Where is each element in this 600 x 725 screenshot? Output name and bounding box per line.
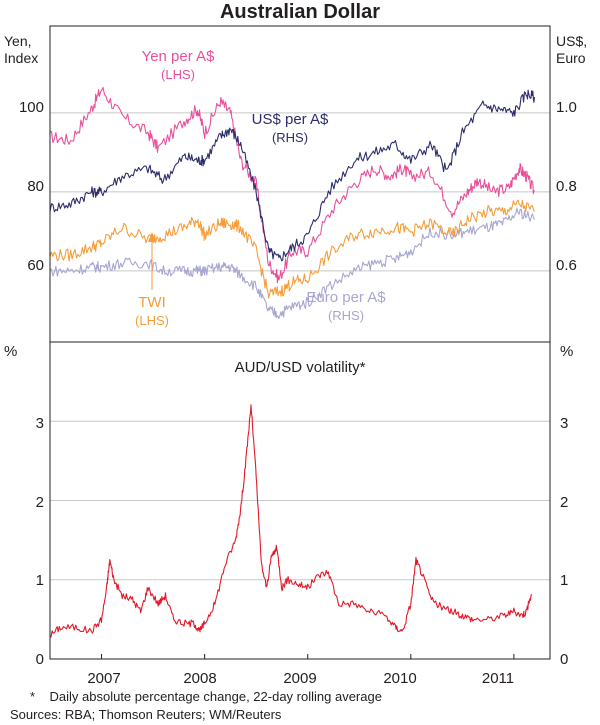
footnote: * Daily absolute percentage change, 22-d… — [30, 689, 382, 704]
yen-series-axis-note: (LHS) — [161, 67, 195, 82]
left-axis-label-line1: Yen, — [4, 33, 32, 49]
x-tick-labels: 2007 2008 2009 2010 2011 — [87, 670, 514, 687]
twi-line — [49, 199, 536, 299]
bottom-panel-series — [49, 404, 532, 638]
tick-label-yen-80: 80 — [27, 178, 44, 195]
bottom-panel-gridlines — [50, 420, 550, 659]
tick-label-vol-0: 0 — [36, 651, 44, 668]
tick-label-vol-1: 1 — [36, 572, 44, 589]
right-axis-label-line1: US$, — [556, 33, 587, 49]
tick-label-vol-right-3: 3 — [560, 415, 568, 432]
tick-label-yen-100: 100 — [19, 99, 44, 116]
tick-label-vol-right-1: 1 — [560, 572, 568, 589]
euro-series-axis-note: (RHS) — [328, 308, 364, 323]
top-panel-series — [49, 86, 536, 320]
right-axis-label-line2: Euro — [556, 50, 586, 66]
tick-label-vol-3: 3 — [36, 415, 44, 432]
x-tick-2009: 2009 — [283, 670, 316, 687]
bottom-left-tick-labels: 0 1 2 3 — [36, 415, 44, 668]
x-tick-2007: 2007 — [87, 670, 120, 687]
us-per-a--line — [49, 89, 536, 262]
left-axis-label-line2: Index — [4, 50, 38, 66]
bottom-right-tick-labels: 0 1 2 3 — [560, 415, 568, 668]
sources: Sources: RBA; Thomson Reuters; WM/Reuter… — [10, 707, 282, 722]
yen-series-label: Yen per A$ — [142, 48, 216, 65]
tick-label-vol-2: 2 — [36, 494, 44, 511]
chart-title: Australian Dollar — [220, 1, 380, 23]
x-tick-2011: 2011 — [482, 670, 514, 687]
euro-series-label: Euro per A$ — [306, 289, 386, 306]
usd-series-label: US$ per A$ — [252, 111, 329, 128]
tick-label-yen-60: 60 — [27, 257, 44, 274]
twi-series-axis-note: (LHS) — [135, 313, 169, 328]
tick-label-vol-right-0: 0 — [560, 651, 568, 668]
twi-series-label: TWI — [138, 294, 166, 311]
bottom-right-unit: % — [560, 343, 573, 360]
bottom-left-unit: % — [4, 343, 17, 360]
top-right-tick-labels: 0.6 0.8 1.0 — [556, 99, 577, 274]
top-left-tick-labels: 60 80 100 — [19, 99, 44, 274]
x-tick-2010: 2010 — [383, 670, 416, 687]
x-tick-2008: 2008 — [183, 670, 216, 687]
tick-label-usd-0.6: 0.6 — [556, 257, 577, 274]
aud-usd-volatility-line — [49, 404, 532, 638]
usd-series-axis-note: (RHS) — [272, 130, 308, 145]
volatility-panel-title: AUD/USD volatility* — [235, 359, 366, 376]
tick-label-usd-0.8: 0.8 — [556, 178, 577, 195]
tick-label-vol-right-2: 2 — [560, 494, 568, 511]
tick-label-usd-1.0: 1.0 — [556, 99, 577, 116]
twi-pointer-arrowhead — [148, 232, 156, 242]
yen-per-a--line — [49, 86, 535, 284]
